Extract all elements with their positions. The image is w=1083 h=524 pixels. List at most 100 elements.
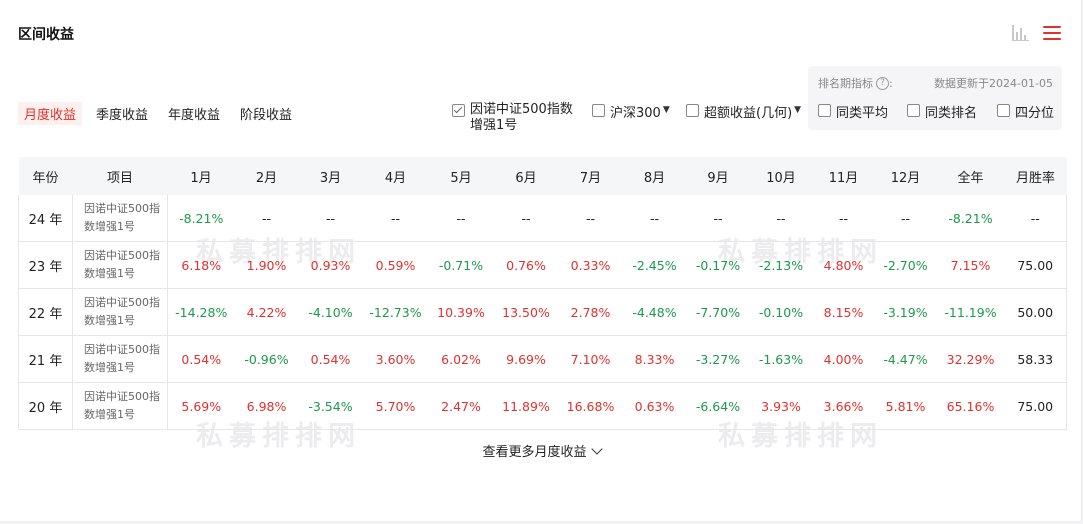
bar-chart-icon[interactable] [1012, 25, 1029, 41]
monthly-return-cell: 13.50% [493, 288, 559, 336]
header-cell: 年份 [18, 157, 73, 195]
year-cell: 22 年 [18, 288, 73, 336]
monthly-return-cell: -3.27% [686, 335, 750, 383]
checkbox-peer-rank[interactable]: 同类排名 [907, 102, 977, 121]
win-rate-cell: -- [1004, 195, 1067, 242]
checkbox-icon[interactable] [997, 104, 1010, 117]
checkbox-excess[interactable]: 超额收益(几何) ▼ [686, 102, 801, 121]
table-row: 21 年因诺中证500指 数增强1号 0.54% -0.96% 0.54% 3.60% 6.… [18, 335, 1067, 383]
header-cell: 9月 [686, 157, 750, 195]
checkbox-icon[interactable] [907, 104, 920, 117]
monthly-return-cell: 0.76% [493, 241, 559, 289]
item-name-line1: 因诺中证500指 [84, 249, 160, 262]
monthly-return-cell: 10.39% [428, 288, 494, 336]
monthly-return-cell: 7.10% [558, 335, 623, 383]
annual-return-cell: 7.15% [936, 241, 1005, 289]
item-cell: 因诺中证500指 数增强1号 [72, 335, 168, 383]
monthly-return-cell: -12.73% [362, 288, 429, 336]
checkbox-hs300[interactable]: 沪深300 ▼ [592, 102, 670, 121]
monthly-return-cell: -3.19% [874, 288, 937, 336]
header-cell: 月胜率 [1004, 157, 1067, 195]
fund-label: 因诺中证500指数 [470, 102, 573, 117]
monthly-return-cell: 0.33% [558, 241, 623, 289]
monthly-return-cell: 4.22% [234, 288, 299, 336]
item-cell: 因诺中证500指 数增强1号 [72, 382, 168, 430]
item-cell: 因诺中证500指 数增强1号 [72, 241, 168, 289]
monthly-return-cell: 5.70% [362, 382, 429, 430]
annual-return-cell: 65.16% [936, 382, 1005, 430]
monthly-return-cell: -- [428, 195, 494, 242]
annual-return-cell: -8.21% [936, 195, 1005, 242]
monthly-return-cell: 0.63% [622, 382, 687, 430]
monthly-return-cell: -- [812, 195, 875, 242]
win-rate-cell: 50.00 [1004, 288, 1067, 336]
monthly-return-cell: -6.64% [686, 382, 750, 430]
item-name-line2: 数增强1号 [84, 267, 135, 280]
item-name-line1: 因诺中证500指 [84, 343, 160, 356]
menu-icon[interactable] [1043, 26, 1061, 40]
header-cell: 12月 [874, 157, 937, 195]
header-cell: 1月 [167, 157, 235, 195]
header-cell: 8月 [622, 157, 687, 195]
checkbox-icon[interactable] [686, 104, 699, 117]
monthly-return-cell: -- [298, 195, 363, 242]
monthly-return-cell: -2.70% [874, 241, 937, 289]
checkbox-icon[interactable] [818, 104, 831, 117]
period-tabs: 月度收益 季度收益 年度收益 阶段收益 [18, 102, 306, 125]
chevron-down-icon [590, 443, 603, 455]
item-name-line2: 数增强1号 [84, 408, 135, 421]
monthly-return-cell: -3.54% [298, 382, 363, 430]
monthly-return-cell: -- [558, 195, 623, 242]
monthly-return-cell: 8.33% [622, 335, 687, 383]
item-name-line2: 数增强1号 [84, 314, 135, 327]
monthly-returns-table: 年份 项目 1月 2月 3月 4月 5月 6月 7月 8月 9月 10月 11月… [18, 157, 1067, 430]
monthly-return-cell: 6.02% [428, 335, 494, 383]
caret-down-icon[interactable]: ▼ [794, 105, 802, 115]
monthly-return-cell: -0.10% [749, 288, 813, 336]
checkbox-quartile[interactable]: 四分位 [997, 102, 1054, 121]
help-icon[interactable]: ? [876, 76, 889, 90]
monthly-return-cell: 5.69% [167, 382, 235, 430]
checkbox-checked-icon[interactable] [452, 104, 465, 117]
table-row: 24 年因诺中证500指 数增强1号 -8.21% -- -- -- -- -- -- -- -- -… [18, 195, 1067, 242]
update-date: 数据更新于2024-01-05 [934, 77, 1053, 90]
table-row: 22 年因诺中证500指 数增强1号 -14.28% 4.22% -4.10% -12.7… [18, 288, 1067, 336]
tab-yearly[interactable]: 年度收益 [168, 108, 221, 123]
header-cell: 项目 [72, 157, 168, 195]
header-cell: 3月 [298, 157, 363, 195]
monthly-return-cell: 3.66% [812, 382, 875, 430]
tab-monthly[interactable]: 月度收益 [18, 102, 83, 125]
monthly-return-cell: 1.90% [234, 241, 299, 289]
fund-label-line2: 增强1号 [470, 118, 518, 133]
item-name-line1: 因诺中证500指 [84, 296, 160, 309]
monthly-return-cell: 9.69% [493, 335, 559, 383]
table-row: 23 年因诺中证500指 数增强1号 6.18% 1.90% 0.93% 0.59% -0.… [18, 241, 1067, 289]
monthly-return-cell: -14.28% [167, 288, 235, 336]
table-header-row: 年份 项目 1月 2月 3月 4月 5月 6月 7月 8月 9月 10月 11月… [18, 157, 1067, 195]
excess-label: 超额收益(几何) [704, 106, 793, 121]
checkbox-icon[interactable] [592, 104, 605, 117]
rank-period-label: 排名期指标 ? : [818, 76, 893, 90]
monthly-return-cell: -- [622, 195, 687, 242]
monthly-return-cell: 6.98% [234, 382, 299, 430]
item-name-line1: 因诺中证500指 [84, 390, 160, 403]
tab-stage[interactable]: 阶段收益 [240, 108, 293, 123]
monthly-return-cell: 3.60% [362, 335, 429, 383]
monthly-return-cell: 0.54% [167, 335, 235, 383]
monthly-return-cell: -2.13% [749, 241, 813, 289]
checkbox-peer-avg[interactable]: 同类平均 [818, 102, 888, 121]
tab-quarterly[interactable]: 季度收益 [96, 108, 149, 123]
monthly-return-cell: 16.68% [558, 382, 623, 430]
header-cell: 4月 [362, 157, 429, 195]
monthly-return-cell: 0.54% [298, 335, 363, 383]
caret-down-icon[interactable]: ▼ [662, 105, 670, 115]
hs300-label: 沪深300 [610, 106, 661, 121]
checkbox-fund[interactable]: 因诺中证500指数 增强1号 [452, 102, 573, 134]
monthly-return-cell: -1.63% [749, 335, 813, 383]
year-cell: 24 年 [18, 195, 73, 242]
header-cell: 5月 [428, 157, 494, 195]
table-row: 20 年因诺中证500指 数增强1号 5.69% 6.98% -3.54% 5.70% 2.… [18, 382, 1067, 430]
monthly-return-cell: -0.17% [686, 241, 750, 289]
view-more-link[interactable]: 查看更多月度收益 [482, 443, 603, 460]
